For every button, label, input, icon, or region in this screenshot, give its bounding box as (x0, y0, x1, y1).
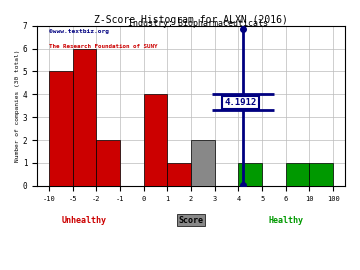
Text: Score: Score (179, 215, 203, 225)
Bar (73, 49, 96, 186)
Bar (49, 72, 73, 186)
Bar (191, 140, 215, 186)
Bar (238, 163, 262, 186)
Bar (167, 163, 191, 186)
Bar (144, 94, 167, 186)
Text: ©www.textbiz.org: ©www.textbiz.org (49, 29, 109, 34)
Bar (310, 163, 333, 186)
Bar (96, 140, 120, 186)
Title: Z-Score Histogram for ALXN (2016): Z-Score Histogram for ALXN (2016) (94, 15, 288, 25)
Text: The Research Foundation of SUNY: The Research Foundation of SUNY (49, 44, 157, 49)
Text: Unhealthy: Unhealthy (62, 215, 107, 225)
Text: 4.1912: 4.1912 (225, 98, 257, 107)
Bar (286, 163, 310, 186)
Y-axis label: Number of companies (30 total): Number of companies (30 total) (15, 49, 20, 162)
Text: Healthy: Healthy (268, 215, 303, 225)
Text: Industry: Biopharmaceuticals: Industry: Biopharmaceuticals (128, 19, 268, 28)
